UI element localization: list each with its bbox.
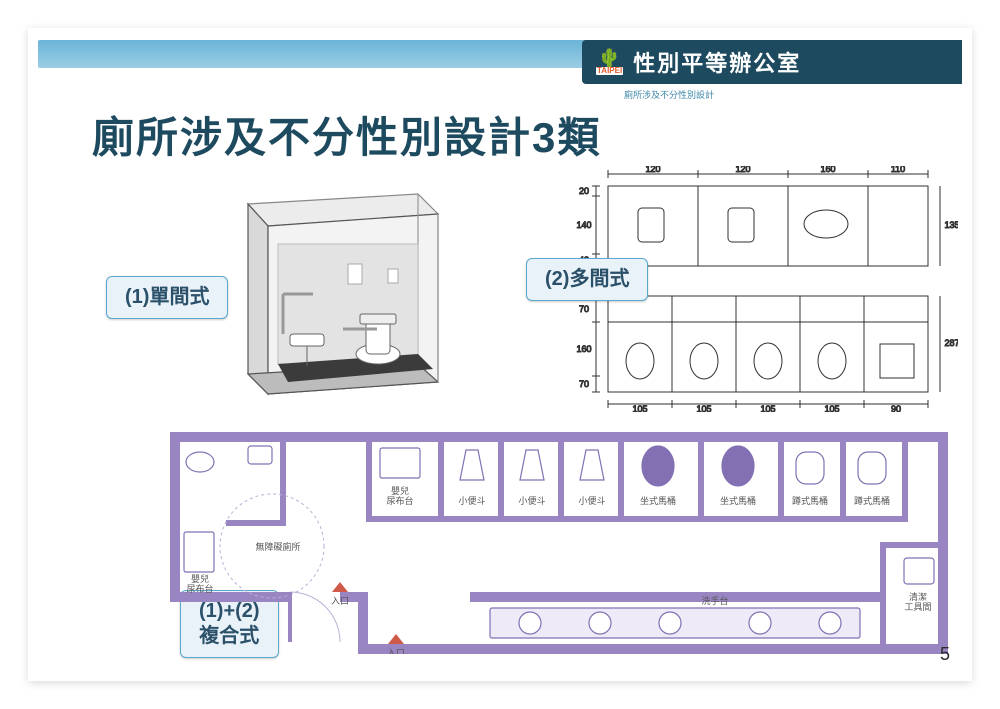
label-urinal-3: 小便斗 [578,495,605,506]
dim-right-0: 135 [944,220,958,230]
dim-lu-0: 20 [579,186,589,196]
title-suffix: 類 [557,114,601,161]
figure-combined-plan: 嬰兒尿布台 小便斗 小便斗 小便斗 坐式馬桶 坐式馬桶 蹲式馬桶 蹲式馬桶 無障… [170,432,948,654]
dim-right-1: 287 [944,338,958,348]
dim-lu-1: 140 [576,220,591,230]
header-org-title: 性別平等辦公室 [633,46,801,78]
label-sit-2: 坐式馬桶 [720,495,756,506]
header-org-block: 🌵 TAIPEI 性別平等辦公室 [582,40,962,84]
label-baby2: 嬰兒尿布台 [386,485,413,506]
page-number: 5 [940,644,950,665]
dim-top-0: 120 [645,166,660,174]
dim-b-0: 105 [632,404,647,412]
figure-single-stall [208,164,458,412]
label-sit-1: 坐式馬桶 [640,495,676,506]
dim-b-4: 90 [891,404,901,412]
label-squat-1: 蹲式馬桶 [792,495,828,506]
page-title: 廁所涉及不分性別設計3類 [92,104,601,165]
breadcrumb: 廁所涉及不分性別設計 [624,88,714,101]
dim-b-3: 105 [824,404,839,412]
taipei-logo: 🌵 TAIPEI [596,49,623,75]
label-accessible: 無障礙廁所 [255,541,300,552]
dim-top-3: 110 [891,166,905,174]
label-sinks: 洗手台 [701,595,728,606]
label-urinal-1: 小便斗 [458,495,485,506]
dim-ll-0: 70 [579,304,589,314]
dim-ll-1: 160 [576,344,591,354]
dim-top-1: 120 [735,166,750,174]
dim-b-2: 105 [760,404,775,412]
dim-b-1: 105 [696,404,711,412]
label-janitor: 清潔工具間 [904,591,931,612]
label-entrance-2: 入口 [387,648,405,654]
label-squat-2: 蹲式馬桶 [854,495,890,506]
label-baby1: 嬰兒尿布台 [186,573,213,594]
label-urinal-2: 小便斗 [518,495,545,506]
title-count: 3 [532,114,557,161]
label-entrance-1: 入口 [331,596,349,606]
callout-1: (1)單間式 [106,276,228,319]
slide: 🌵 TAIPEI 性別平等辦公室 廁所涉及不分性別設計 廁所涉及不分性別設計3類 [28,28,972,681]
callout-2: (2)多間式 [526,258,648,301]
dim-ll-2: 70 [579,379,589,389]
cactus-icon: 🌵 [598,49,620,67]
taipei-logo-text: TAIPEI [596,67,623,75]
title-prefix: 廁所涉及不分性別設計 [92,114,532,161]
dim-top-2: 160 [820,166,835,174]
